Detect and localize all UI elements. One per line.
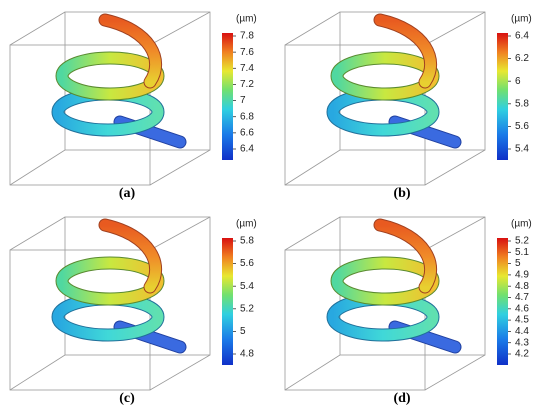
unit-label: (µm) bbox=[236, 219, 257, 230]
box-edge bbox=[149, 354, 211, 391]
panel-label: (b) bbox=[393, 186, 410, 201]
colorbar-tick-label: 5.4 bbox=[515, 144, 529, 155]
colorbar-tick-label: 5.8 bbox=[515, 98, 529, 109]
colorbar-tick-label: 6.4 bbox=[240, 144, 254, 155]
box-edge bbox=[284, 354, 341, 391]
colorbar-tick-label: 4.2 bbox=[515, 349, 529, 360]
panel-label: (c) bbox=[119, 391, 135, 406]
colorbar-tick-label: 7.8 bbox=[240, 31, 254, 42]
colorbar-tick-label: 4.8 bbox=[240, 349, 254, 360]
colorbar-tick-label: 5.8 bbox=[240, 236, 254, 247]
colorbar-tick-label: 5.1 bbox=[515, 247, 529, 258]
colorbar bbox=[497, 238, 508, 365]
colorbar-tick-label: 6 bbox=[515, 76, 521, 87]
panel: (µm) 7.8 7.6 7.4 7.2 7 6.8 6.6 6.4 (a) bbox=[9, 11, 257, 201]
colorbar-tick-label: 6.2 bbox=[515, 53, 529, 64]
coil-upper bbox=[56, 257, 164, 305]
colorbar bbox=[222, 33, 233, 160]
colorbar-tick-label: 5.4 bbox=[240, 281, 254, 292]
unit-label: (µm) bbox=[236, 14, 257, 25]
panel: (µm) 6.4 6.2 6 5.8 5.6 5.4 (b) bbox=[284, 11, 532, 201]
colorbar-tick-label: 5.6 bbox=[240, 258, 254, 269]
colorbar-tick-label: 5.2 bbox=[240, 303, 254, 314]
helix bbox=[51, 13, 187, 149]
coil-upper bbox=[331, 257, 439, 305]
box-edge bbox=[424, 216, 486, 251]
unit-label: (µm) bbox=[511, 14, 532, 25]
colorbar-tick-label: 4.7 bbox=[515, 292, 529, 303]
tube-in bbox=[99, 219, 162, 293]
coil-upper bbox=[56, 52, 164, 100]
box-edge bbox=[284, 216, 341, 251]
box bbox=[9, 11, 211, 186]
colorbar-tick-label: 4.5 bbox=[515, 315, 529, 326]
box-edge bbox=[9, 11, 66, 46]
colorbar-tick-label: 5.2 bbox=[515, 236, 529, 247]
colorbar-tick-label: 5 bbox=[515, 258, 521, 269]
panel-label: (a) bbox=[119, 186, 136, 201]
box-edge bbox=[424, 354, 486, 391]
panel-label: (d) bbox=[393, 391, 410, 406]
box-edge bbox=[9, 354, 66, 391]
colorbar-tick-label: 5 bbox=[240, 326, 246, 337]
box-edge bbox=[149, 11, 211, 46]
box-edge bbox=[9, 149, 66, 186]
colorbar-tick-label: 4.9 bbox=[515, 270, 529, 281]
box-edge bbox=[149, 149, 211, 186]
colorbar-tick-label: 4.6 bbox=[515, 303, 529, 314]
colorbar-tick-label: 7.4 bbox=[240, 63, 254, 74]
colorbar-tick-label: 6.8 bbox=[240, 111, 254, 122]
box-edge bbox=[9, 216, 66, 251]
unit-label: (µm) bbox=[511, 219, 532, 230]
box-edge bbox=[424, 11, 486, 46]
colorbar bbox=[497, 33, 508, 160]
helix bbox=[51, 218, 187, 354]
box-edge bbox=[149, 216, 211, 251]
colorbar-tick-label: 4.4 bbox=[515, 326, 529, 337]
colorbar-tick-label: 7.6 bbox=[240, 47, 254, 58]
box-edge bbox=[284, 149, 341, 186]
colorbar-tick-label: 7 bbox=[240, 95, 246, 106]
colorbar-tick-label: 6.6 bbox=[240, 127, 254, 138]
colorbar-tick-label: 7.2 bbox=[240, 79, 254, 90]
colorbar-tick-label: 4.3 bbox=[515, 337, 529, 348]
colorbar-tick-label: 4.8 bbox=[515, 281, 529, 292]
colorbar-tick-label: 6.4 bbox=[515, 31, 529, 42]
coil-upper bbox=[331, 52, 439, 100]
box bbox=[284, 216, 486, 391]
colorbar bbox=[222, 238, 233, 365]
colorbar-tick-label: 5.6 bbox=[515, 121, 529, 132]
tube-in bbox=[374, 219, 437, 293]
helix bbox=[326, 13, 462, 149]
panel: (µm) 5.25.154.94.84.74.64.54.44.34.2 (d) bbox=[284, 216, 532, 406]
panel: (µm) 5.8 5.6 5.4 5.2 5 4.8 (c) bbox=[9, 216, 257, 406]
helix bbox=[326, 218, 462, 354]
box-edge bbox=[424, 149, 486, 186]
tube-in bbox=[99, 14, 162, 88]
tube-in bbox=[374, 14, 437, 88]
box-edge bbox=[284, 11, 341, 46]
